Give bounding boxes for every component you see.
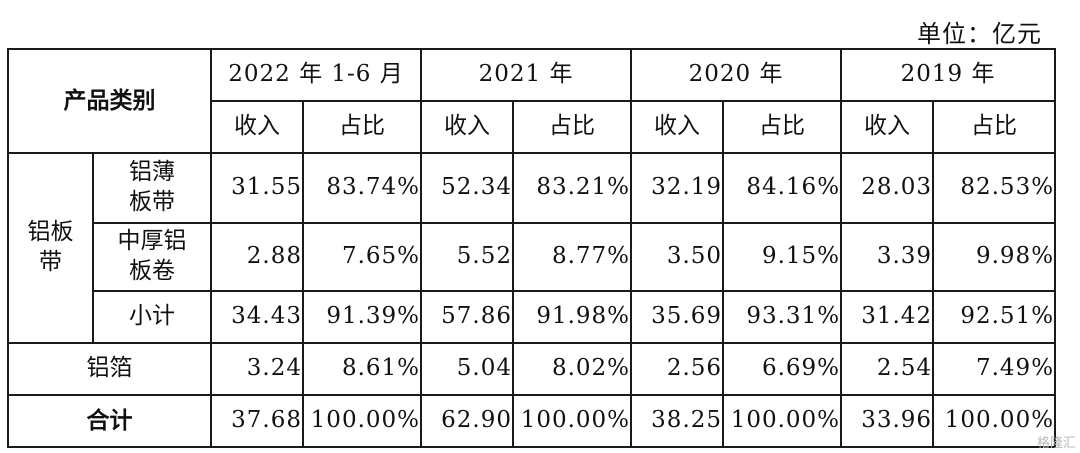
share-header: 占比 (932, 100, 1057, 154)
table-cell: 82.53% (932, 152, 1057, 224)
revenue-header: 收入 (840, 100, 935, 154)
table-cell: 38.25 (630, 394, 725, 448)
table-cell: 3.24 (210, 342, 304, 396)
table-cell: 2.56 (630, 342, 725, 396)
row-label: 小计 (92, 290, 212, 344)
table-row: 中厚铝 板卷 2.88 7.65% 5.52 8.77% 3.50 9.15% … (8, 222, 1057, 292)
table-cell: 32.19 (630, 152, 725, 224)
table-cell: 93.31% (722, 290, 843, 344)
table-cell: 5.52 (420, 222, 515, 292)
table-cell: 34.43 (210, 290, 304, 344)
table-cell: 2.54 (840, 342, 935, 396)
period-header: 2022 年 1-6 月 (209, 48, 423, 102)
table-cell: 28.03 (840, 152, 935, 224)
table-cell: 7.49% (932, 342, 1057, 396)
table-cell: 57.86 (420, 290, 515, 344)
table-cell: 100.00% (301, 394, 423, 448)
table-cell: 8.61% (301, 342, 423, 396)
share-header: 占比 (722, 100, 843, 154)
table-cell: 2.88 (210, 222, 304, 292)
table-cell: 9.98% (932, 222, 1057, 292)
table-cell: 31.55 (210, 152, 304, 224)
unit-label: 单位：亿元 (917, 20, 1042, 48)
category-header: 产品类别 (7, 48, 212, 154)
period-header: 2021 年 (420, 48, 633, 102)
table-cell: 100.00% (722, 394, 843, 448)
period-header: 2019 年 (840, 48, 1057, 102)
group-label-line: 铝板 (27, 219, 74, 246)
period-header: 2020 年 (630, 48, 843, 102)
table-row: 铝板 带 铝薄 板带 31.55 83.74% 52.34 83.21% 32.… (7, 152, 1057, 344)
table-cell: 100.00% (932, 394, 1057, 448)
table-cell: 84.16% (722, 152, 843, 224)
table-cell: 91.39% (301, 290, 423, 344)
row-label: 铝薄 板带 (92, 152, 212, 224)
group-label: 铝板 带 (7, 152, 94, 344)
revenue-header: 收入 (420, 100, 515, 154)
table-cell: 8.77% (512, 222, 633, 292)
table-cell: 6.69% (722, 342, 843, 396)
table-cell: 8.02% (512, 342, 633, 396)
row-label: 铝箔 (7, 342, 212, 396)
row-label-line: 铝薄 (129, 159, 175, 186)
header-row-metrics: 收入 占比 收入 占比 收入 占比 收入 占比 (8, 100, 1057, 154)
table-cell: 83.74% (301, 152, 423, 224)
table-cell: 5.04 (420, 342, 515, 396)
table-cell: 7.65% (301, 222, 423, 292)
group-label-line: 带 (39, 249, 62, 275)
revenue-header: 收入 (630, 100, 725, 154)
revenue-header: 收入 (210, 100, 304, 154)
table-cell: 33.96 (840, 394, 935, 448)
total-row: 合计 37.68 100.00% 62.90 100.00% 38.25 100… (7, 394, 1057, 448)
table-cell: 35.69 (630, 290, 725, 344)
header-row-periods: 产品类别 2022 年 1-6 月 2021 年 2020 年 2019 年 (7, 48, 1057, 154)
table-row: 小计 34.43 91.39% 57.86 91.98% 35.69 93.31… (8, 290, 1057, 344)
share-header: 占比 (512, 100, 633, 154)
revenue-table: 产品类别 2022 年 1-6 月 2021 年 2020 年 2019 年 收… (7, 48, 1057, 448)
table-cell: 62.90 (420, 394, 515, 448)
table-cell: 3.50 (630, 222, 725, 292)
share-header: 占比 (301, 100, 423, 154)
table-row: 铝箔 3.24 8.61% 5.04 8.02% 2.56 6.69% 2.54… (7, 342, 1057, 396)
row-label-line: 板卷 (129, 258, 175, 284)
row-label: 中厚铝 板卷 (92, 222, 212, 292)
table-cell: 37.68 (210, 394, 304, 448)
row-label-line: 中厚铝 (117, 228, 187, 255)
table-cell: 31.42 (840, 290, 935, 344)
table-cell: 83.21% (512, 152, 633, 224)
table-cell: 9.15% (722, 222, 843, 292)
table-cell: 91.98% (512, 290, 633, 344)
table-cell: 52.34 (420, 152, 515, 224)
total-label: 合计 (7, 394, 212, 448)
table-cell: 100.00% (512, 394, 633, 448)
table-cell: 92.51% (932, 290, 1057, 344)
watermark-logo: 格隆汇 (1036, 436, 1076, 451)
table-cell: 3.39 (840, 222, 935, 292)
row-label-line: 板带 (129, 189, 175, 215)
